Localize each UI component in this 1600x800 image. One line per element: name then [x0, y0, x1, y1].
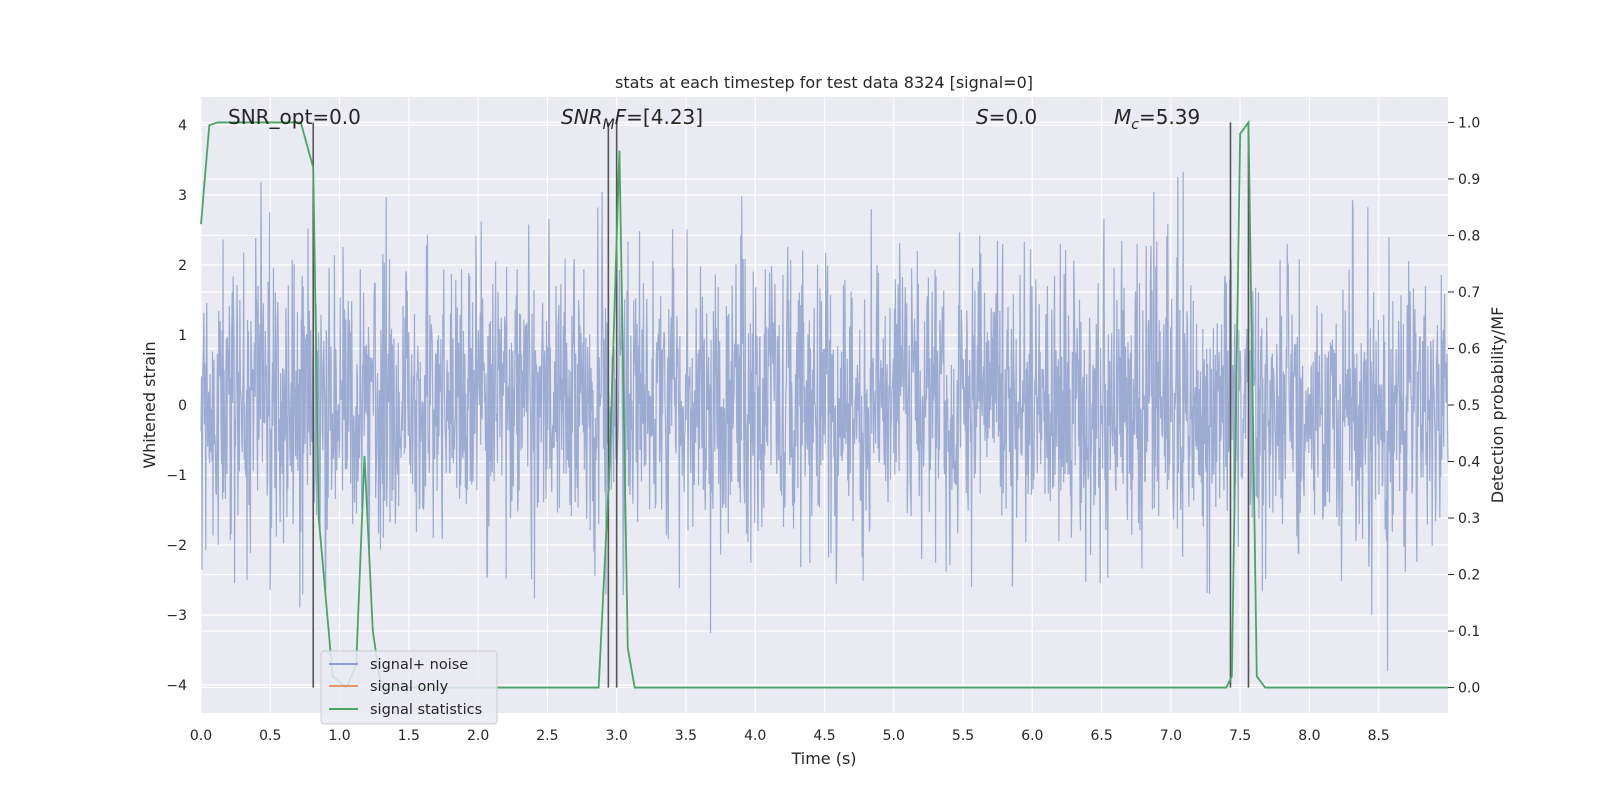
- y-tick-label: −2: [166, 538, 187, 554]
- y2-tick-label: 0.2: [1458, 568, 1480, 584]
- y2-axis-label: Detection probability/MF: [1488, 307, 1507, 504]
- chart-title: stats at each timestep for test data 832…: [615, 73, 1033, 92]
- statistics-line: [200, 119, 1448, 690]
- y2-tick-label: 0.9: [1458, 172, 1480, 188]
- y2-tick-label: 1.0: [1458, 115, 1480, 131]
- x-tick-label: 7.0: [1160, 728, 1182, 744]
- y-tick-label: −3: [166, 608, 187, 624]
- series-signal-plus-noise: [200, 171, 1449, 672]
- x-tick-label: 2.5: [536, 728, 558, 744]
- x-tick-label: 8.0: [1298, 728, 1320, 744]
- tick-labels: 0.0 0.5 1.0 1.5 2.0 2.5 3.0 3.5 4.0 4.5 5.0 5.5 6.0 6…: [166, 115, 1480, 744]
- x-axis-label: Time (s): [790, 749, 856, 768]
- annotation-snr-mf: SNRMF=[4.23]: [561, 105, 703, 133]
- x-tick-label: 6.0: [1021, 728, 1043, 744]
- x-tick-label: 4.5: [813, 728, 835, 744]
- y-tick-label: 1: [178, 328, 187, 344]
- x-tick-label: 0.5: [259, 728, 281, 744]
- x-tick-label: 5.0: [883, 728, 905, 744]
- x-tick-label: 3.5: [675, 728, 697, 744]
- x-tick-label: 7.5: [1229, 728, 1251, 744]
- legend: signal+ noise signal only signal statist…: [320, 650, 498, 725]
- x-tick-label: 8.5: [1368, 728, 1390, 744]
- series-signal-statistics: [200, 119, 1448, 690]
- y2-tick-label: 0.4: [1458, 455, 1480, 471]
- y-tick-label: −1: [166, 468, 187, 484]
- y-tick-label: 3: [178, 188, 187, 204]
- annotation-s: S=0.0: [976, 105, 1037, 129]
- y-tick-label: 4: [178, 118, 187, 134]
- legend-label-signal-statistics: signal statistics: [370, 702, 482, 718]
- legend-label-signal-only: signal only: [370, 679, 449, 695]
- y2-tick-label: 0.7: [1458, 285, 1480, 301]
- x-tick-label: 3.0: [606, 728, 628, 744]
- x-tick-label: 2.0: [467, 728, 489, 744]
- x-tick-label: 5.5: [952, 728, 974, 744]
- x-tick-label: 6.5: [1090, 728, 1112, 744]
- noise-line: [200, 171, 1449, 672]
- legend-label-signal-plus-noise: signal+ noise: [370, 657, 468, 673]
- y-axis-label: Whitened strain: [140, 341, 159, 468]
- legend-box: [320, 650, 498, 725]
- y2-tick-label: 0.1: [1458, 624, 1480, 640]
- y-tick-label: 0: [178, 398, 187, 414]
- x-tick-label: 0.0: [190, 728, 212, 744]
- y2-tick-label: 0.3: [1458, 511, 1480, 527]
- x-tick-label: 4.0: [744, 728, 766, 744]
- x-tick-label: 1.5: [398, 728, 420, 744]
- y2-tick-label: 0.6: [1458, 341, 1480, 357]
- annotation-mc: Mc=5.39: [1114, 105, 1200, 133]
- y-tick-label: −4: [166, 678, 187, 694]
- y2-tick-label: 0.0: [1458, 681, 1480, 697]
- x-tick-label: 1.0: [328, 728, 350, 744]
- y2-tick-label: 0.8: [1458, 228, 1480, 244]
- y-tick-label: 2: [178, 258, 187, 274]
- y2-tick-label: 0.5: [1458, 398, 1480, 414]
- annotation-snr-opt: SNR_opt=0.0: [228, 105, 361, 129]
